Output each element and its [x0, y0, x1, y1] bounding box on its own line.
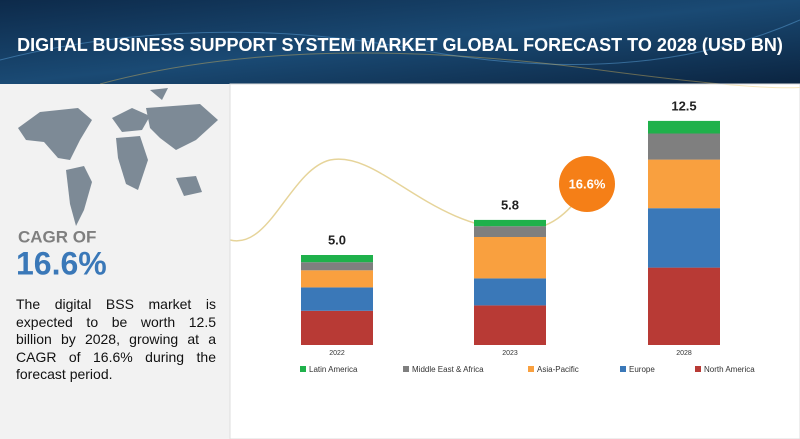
- bar-segment: [648, 267, 720, 345]
- legend-swatch: [620, 366, 626, 372]
- bar-segment: [301, 262, 373, 271]
- legend-label: Europe: [629, 365, 655, 374]
- total-label: 5.0: [328, 232, 346, 247]
- x-tick-label: 2028: [676, 350, 692, 357]
- bar-segment: [648, 159, 720, 209]
- legend-label: Latin America: [309, 365, 358, 374]
- sidebar-bg: [0, 84, 230, 439]
- bar-segment: [301, 287, 373, 311]
- bar-segment: [301, 270, 373, 288]
- world-map: [18, 88, 218, 226]
- header-bg: [0, 0, 800, 84]
- total-label: 5.8: [501, 197, 519, 212]
- cagr-value: 16.6%: [16, 245, 107, 281]
- bar-segment: [474, 226, 546, 237]
- bar-segment: [648, 120, 720, 134]
- legend-label: Asia-Pacific: [537, 365, 579, 374]
- header-decor: [0, 19, 800, 66]
- total-label: 12.5: [671, 98, 696, 113]
- legend-swatch: [528, 366, 534, 372]
- bar-segment: [474, 219, 546, 227]
- bar-segment: [474, 278, 546, 306]
- bar-segment: [301, 255, 373, 263]
- legend-swatch: [695, 366, 701, 372]
- cagr-heading: CAGR OF: [18, 227, 96, 246]
- chart-frame: [229, 83, 800, 439]
- cagr-bubble-label: 16.6%: [569, 176, 606, 191]
- legend-label: North America: [704, 365, 755, 374]
- legend-swatch: [300, 366, 306, 372]
- legend-swatch: [403, 366, 409, 372]
- description: The digital BSS market is expected to be…: [16, 296, 216, 382]
- bar-segment: [474, 305, 546, 345]
- legend-label: Middle East & Africa: [412, 365, 484, 374]
- bar-segment: [301, 310, 373, 345]
- x-tick-label: 2022: [329, 350, 345, 357]
- cagr-bubble: [559, 156, 615, 212]
- x-tick-label: 2023: [502, 350, 518, 357]
- bar-segment: [648, 133, 720, 160]
- header-decor: [99, 52, 800, 89]
- bar-segment: [474, 237, 546, 279]
- bar-segment: [648, 208, 720, 268]
- decor-curve: [229, 158, 591, 242]
- title: DIGITAL BUSINESS SUPPORT SYSTEM MARKET G…: [17, 35, 783, 55]
